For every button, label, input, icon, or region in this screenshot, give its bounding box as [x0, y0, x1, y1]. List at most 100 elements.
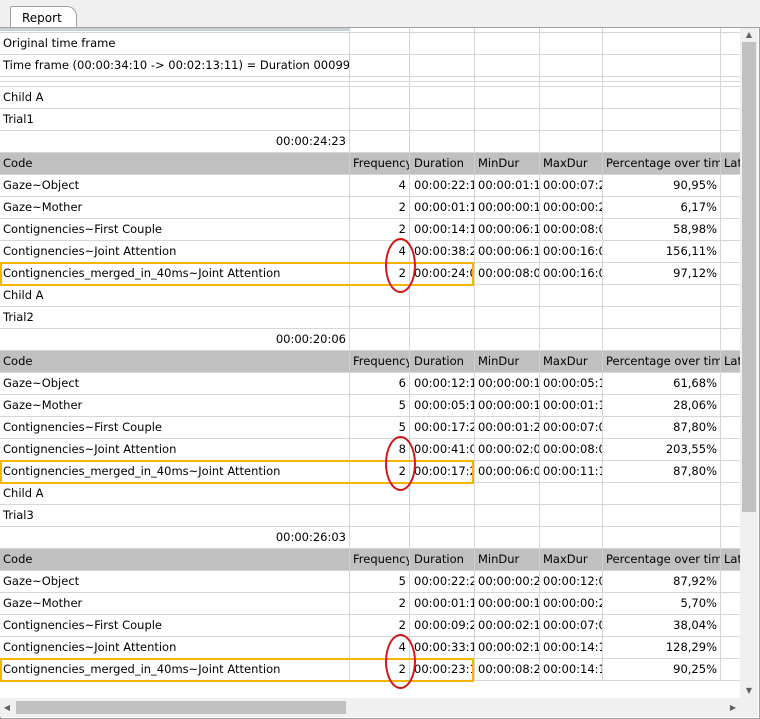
table-row[interactable]: Contignencies~Joint Attention400:00:38:2…: [0, 241, 740, 263]
percentage-cell: 97,12%: [603, 263, 721, 284]
empty-cell: [475, 483, 540, 504]
table-row[interactable]: Contignencies~First Couple200:00:09:2300…: [0, 615, 740, 637]
empty-cell: [475, 33, 540, 54]
child-row[interactable]: Child A: [0, 285, 740, 307]
total-duration-row[interactable]: 00:00:26:03: [0, 527, 740, 549]
late-header: Late: [721, 153, 740, 174]
trial-row[interactable]: Trial3: [0, 505, 740, 527]
percentage-cell: 6,17%: [603, 197, 721, 218]
maxdur-cell: 00:00:16:04: [540, 241, 603, 262]
table-row[interactable]: Contignencies~First Couple200:00:14:1800…: [0, 219, 740, 241]
empty-cell: [475, 109, 540, 130]
table-row[interactable]: Gaze~Mother200:00:01:1200:00:00:1700:00:…: [0, 593, 740, 615]
table-row[interactable]: Gaze~Object500:00:22:2400:00:00:2200:00:…: [0, 571, 740, 593]
child-label: Child A: [0, 285, 350, 306]
mindur-cell: 00:00:00:18: [475, 197, 540, 218]
late-cell: [721, 593, 740, 614]
empty-cell: [540, 329, 603, 350]
vertical-scroll-thumb[interactable]: [742, 42, 756, 512]
table-row[interactable]: Contignencies_merged_in_40ms~Joint Atten…: [0, 659, 740, 681]
original-time-frame-row[interactable]: Original time frame: [0, 33, 740, 55]
child-row[interactable]: Child A: [0, 87, 740, 109]
mindur-cell: 00:00:06:12: [475, 241, 540, 262]
empty-cell: [350, 505, 410, 526]
total-duration-row[interactable]: 00:00:24:23: [0, 131, 740, 153]
column-header-row[interactable]: Code Frequency Duration MinDur MaxDur Percent…: [0, 153, 740, 175]
horizontal-scroll-thumb[interactable]: [16, 701, 346, 714]
empty-cell: [410, 28, 475, 32]
empty-cell: [475, 28, 540, 32]
column-header-row[interactable]: Code Frequency Duration MinDur MaxDur Percent…: [0, 549, 740, 571]
trial-row[interactable]: Trial1: [0, 109, 740, 131]
total-duration-row[interactable]: 00:00:20:06: [0, 329, 740, 351]
scroll-right-icon[interactable]: ▶: [729, 703, 737, 712]
report-grid[interactable]: Original time frame Time frame (00:00:34:…: [0, 28, 740, 698]
mindur-cell: 00:00:00:22: [475, 571, 540, 592]
empty-cell: [603, 77, 721, 81]
horizontal-scrollbar[interactable]: ◀ ▶: [0, 698, 740, 717]
empty-cell: [350, 307, 410, 328]
scroll-up-icon[interactable]: ▲: [745, 30, 753, 39]
empty-cell: [540, 483, 603, 504]
frequency-cell: 8: [350, 439, 410, 460]
empty-cell: [410, 285, 475, 306]
frequency-cell: 6: [350, 373, 410, 394]
duration-cell: 00:00:09:23: [410, 615, 475, 636]
code-cell: Contignencies_merged_in_40ms~Joint Atten…: [0, 461, 350, 482]
duration-cell: 00:00:05:17: [410, 395, 475, 416]
maxdur-cell: 00:00:01:13: [540, 395, 603, 416]
empty-cell: [350, 28, 410, 32]
table-row[interactable]: Gaze~Object600:00:12:1200:00:00:1000:00:…: [0, 373, 740, 395]
duration-header: Duration: [410, 153, 475, 174]
late-cell: [721, 637, 740, 658]
code-cell: Contignencies~Joint Attention: [0, 439, 350, 460]
table-row[interactable]: Contignencies~Joint Attention 8 00:00:41: 0…: [0, 439, 740, 461]
mindur-cell: 00:00:01:22: [475, 417, 540, 438]
percentage-cell: 28,06%: [603, 395, 721, 416]
spacer-row[interactable]: [0, 82, 740, 87]
scroll-down-icon[interactable]: ▼: [745, 686, 753, 695]
empty-cell: [721, 285, 740, 306]
table-row[interactable]: Contignencies_merged_in_40ms~Joint Atten…: [0, 263, 740, 285]
frequency-cell: 4: [350, 175, 410, 196]
code-cell: Contignencies_merged_in_40ms~Joint Atten…: [0, 659, 350, 680]
table-row[interactable]: Contignencies~Joint Attention400:00:33:1…: [0, 637, 740, 659]
table-row[interactable]: Gaze~Object400:00:22:1700:00:01:1400:00:…: [0, 175, 740, 197]
empty-cell: [721, 87, 740, 108]
empty-cell: [540, 28, 603, 32]
table-row[interactable]: Contignencies~First Couple500:00:17:2000…: [0, 417, 740, 439]
trial-row[interactable]: Trial2: [0, 307, 740, 329]
column-header-row[interactable]: Code Frequency Duration MinDur MaxDur Percent…: [0, 351, 740, 373]
empty-cell: [721, 33, 740, 54]
child-row[interactable]: Child A: [0, 483, 740, 505]
empty-cell: [603, 109, 721, 130]
table-row[interactable]: Contignencies_merged_in_40ms~Joint Atten…: [0, 461, 740, 483]
scroll-left-icon[interactable]: ◀: [3, 703, 11, 712]
maxdur-header: MaxDur: [540, 549, 603, 570]
time-frame-row[interactable]: Time frame (00:00:34:10 -> 00:02:13:11) …: [0, 55, 740, 77]
late-header: Late: [721, 549, 740, 570]
spacer-row[interactable]: [0, 77, 740, 82]
trial-label: Trial3: [0, 505, 350, 526]
table-row[interactable]: Gaze~Mother200:00:01:1300:00:00:1800:00:…: [0, 197, 740, 219]
empty-cell: [410, 329, 475, 350]
table-row[interactable]: Gaze~Mother500:00:05:1700:00:00:1700:00:…: [0, 395, 740, 417]
empty-cell: [540, 87, 603, 108]
late-cell: [721, 571, 740, 592]
frequency-cell: 5: [350, 571, 410, 592]
maxdur-cell: 00:00:08:06: [540, 219, 603, 240]
empty-cell: [721, 55, 740, 76]
code-header: Code: [0, 549, 350, 570]
trial-label: Trial2: [0, 307, 350, 328]
empty-cell: [603, 285, 721, 306]
tab-report[interactable]: Report: [10, 6, 77, 29]
vertical-scrollbar[interactable]: ▲ ▼: [740, 28, 758, 698]
late-cell: [721, 615, 740, 636]
empty-cell: [475, 527, 540, 548]
empty-cell: [410, 77, 475, 81]
duration-cell: 00:00:01:13: [410, 197, 475, 218]
code-cell: Gaze~Mother: [0, 197, 350, 218]
duration-header: Duration: [410, 549, 475, 570]
empty-cell: [603, 483, 721, 504]
empty-cell: [350, 33, 410, 54]
